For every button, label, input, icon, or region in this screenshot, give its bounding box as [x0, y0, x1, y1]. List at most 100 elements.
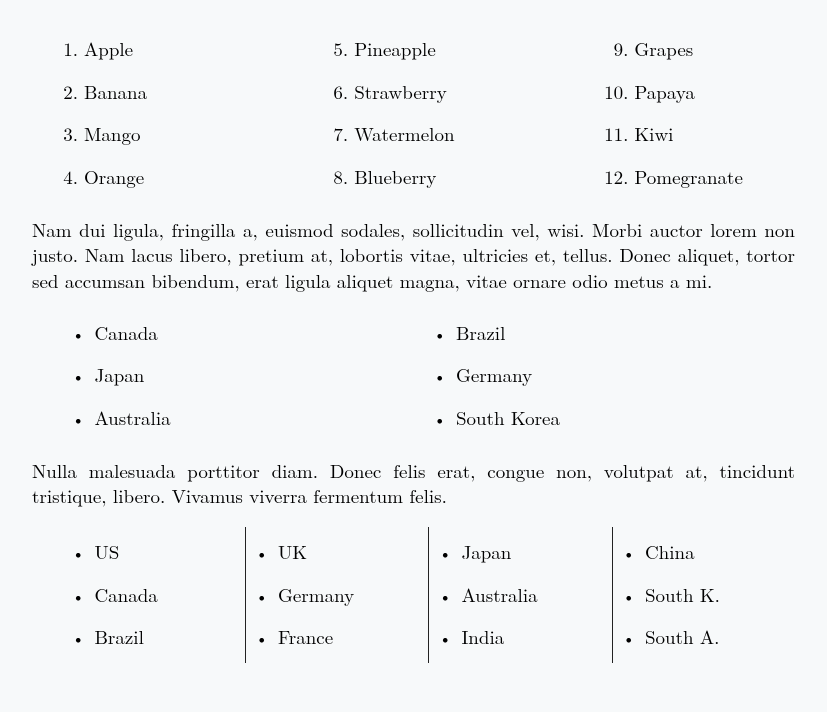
- item-label: Papaya: [634, 80, 694, 105]
- list-item: 11.Kiwi: [592, 113, 795, 156]
- list-item: 8.Blueberry: [322, 156, 592, 199]
- list-item: • Canada: [72, 574, 245, 617]
- list-item: • Australia: [439, 574, 612, 617]
- list-item: • South A.: [623, 616, 796, 659]
- countries4-col-1: • US • Canada • Brazil: [62, 527, 246, 663]
- item-label: Canada: [94, 583, 157, 608]
- item-number: 8.: [322, 165, 348, 190]
- item-label: South Korea: [456, 406, 560, 431]
- list-item: • China: [623, 531, 796, 574]
- item-number: 2.: [52, 80, 78, 105]
- bullet-icon: •: [623, 543, 635, 564]
- list-item: • Japan: [439, 531, 612, 574]
- item-label: Germany: [278, 583, 354, 608]
- list-item: • South Korea: [434, 397, 796, 440]
- countries-list-2col: •Canada •Japan •Australia •Brazil •Germa…: [72, 312, 795, 440]
- fruits-col-2: 5.Pineapple 6.Strawberry 7.Watermelon 8.…: [322, 28, 592, 199]
- bullet-icon: •: [72, 366, 84, 387]
- item-label: Grapes: [634, 37, 693, 62]
- item-label: Australia: [94, 406, 170, 431]
- bullet-icon: •: [72, 586, 84, 607]
- item-label: US: [94, 540, 119, 565]
- item-label: South K.: [645, 583, 720, 608]
- list-item: • UK: [256, 531, 429, 574]
- item-label: India: [461, 625, 504, 650]
- bullet-icon: •: [256, 628, 268, 649]
- item-label: Strawberry: [354, 80, 447, 105]
- bullet-icon: •: [72, 628, 84, 649]
- list-item: •Brazil: [434, 312, 796, 355]
- list-item: 4.Orange: [52, 156, 322, 199]
- item-label: Pineapple: [354, 37, 436, 62]
- fruits-col-1: 1.Apple 2.Banana 3.Mango 4.Orange: [52, 28, 322, 199]
- item-label: Mango: [84, 122, 141, 147]
- bullet-icon: •: [439, 628, 451, 649]
- bullet-icon: •: [72, 409, 84, 430]
- list-item: • US: [72, 531, 245, 574]
- list-item: • Japan: [72, 354, 434, 397]
- item-label: South A.: [645, 625, 719, 650]
- countries4-col-4: • China • South K. • South A.: [613, 527, 796, 663]
- item-label: Brazil: [94, 625, 143, 650]
- list-item: • Canada: [72, 312, 434, 355]
- list-item: 5.Pineapple: [322, 28, 592, 71]
- item-label: Brazil: [456, 321, 505, 346]
- list-item: • Germany: [256, 574, 429, 617]
- bullet-icon: •: [439, 586, 451, 607]
- countries4-col-2: • UK • Germany • France: [246, 527, 430, 663]
- bullet-icon: •: [256, 543, 268, 564]
- bullet-icon: •: [623, 628, 635, 649]
- bullet-icon: •: [439, 543, 451, 564]
- item-number: 7.: [322, 122, 348, 147]
- bullet-icon: •: [256, 586, 268, 607]
- bullet-icon: •: [72, 324, 84, 345]
- list-item: • Germany: [434, 354, 796, 397]
- item-label: Pomegranate: [634, 165, 743, 190]
- bullet-icon: •: [623, 586, 635, 607]
- item-label: Australia: [461, 583, 537, 608]
- item-number: 12.: [592, 165, 628, 190]
- item-label: Banana: [84, 80, 147, 105]
- list-item: • Brazil: [72, 616, 245, 659]
- item-label: Blueberry: [354, 165, 436, 190]
- item-label: China: [645, 540, 695, 565]
- item-label: UK: [278, 540, 307, 565]
- item-label: Japan: [461, 540, 511, 565]
- fruits-col-3: 9.Grapes 10.Papaya 11.Kiwi 12.Pomegranat…: [592, 28, 795, 199]
- item-label: Apple: [84, 37, 133, 62]
- list-item: 3.Mango: [52, 113, 322, 156]
- item-number: 11.: [592, 122, 628, 147]
- bullet-icon: •: [434, 366, 446, 387]
- list-item: 6.Strawberry: [322, 71, 592, 114]
- list-item: 9.Grapes: [592, 28, 795, 71]
- countries-list-4col: • US • Canada • Brazil • UK • Germany • France…: [62, 527, 795, 663]
- item-number: 1.: [52, 37, 78, 62]
- item-label: Canada: [94, 321, 157, 346]
- list-item: 1.Apple: [52, 28, 322, 71]
- bullet-icon: •: [434, 409, 446, 430]
- item-number: 4.: [52, 165, 78, 190]
- list-item: 7.Watermelon: [322, 113, 592, 156]
- item-number: 6.: [322, 80, 348, 105]
- item-label: Orange: [84, 165, 144, 190]
- item-label: Germany: [456, 363, 532, 388]
- countries4-col-3: • Japan • Australia • India: [429, 527, 613, 663]
- item-label: France: [278, 625, 333, 650]
- item-number: 5.: [322, 37, 348, 62]
- list-item: 12.Pomegranate: [592, 156, 795, 199]
- list-item: 2.Banana: [52, 71, 322, 114]
- item-label: Watermelon: [354, 122, 454, 147]
- bullet-icon: •: [72, 543, 84, 564]
- fruits-list: 1.Apple 2.Banana 3.Mango 4.Orange 5.Pine…: [52, 28, 795, 199]
- item-label: Japan: [94, 363, 144, 388]
- item-number: 9.: [592, 37, 628, 62]
- item-label: Kiwi: [634, 122, 673, 147]
- countries2-col-1: • Canada • Japan • Australia: [72, 312, 434, 440]
- list-item: 10.Papaya: [592, 71, 795, 114]
- list-item: • Australia: [72, 397, 434, 440]
- paragraph-2: Nulla malesuada porttitor diam. Donec fe…: [32, 458, 795, 509]
- list-item: • France: [256, 616, 429, 659]
- item-number: 10.: [592, 80, 628, 105]
- paragraph-1: Nam dui ligula, fringilla a, euismod sod…: [32, 217, 795, 294]
- list-item: • India: [439, 616, 612, 659]
